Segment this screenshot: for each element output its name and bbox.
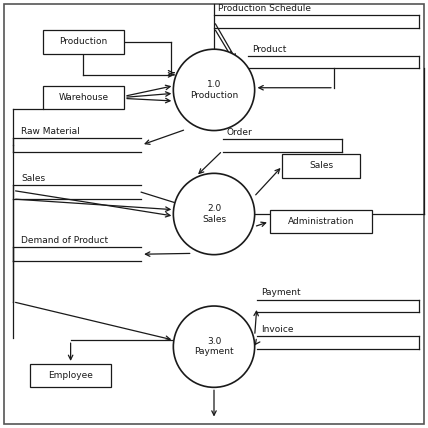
Text: Sales: Sales — [21, 174, 45, 183]
Text: Invoice: Invoice — [261, 325, 294, 334]
FancyBboxPatch shape — [43, 86, 124, 109]
FancyBboxPatch shape — [282, 154, 360, 178]
Text: Production Schedule: Production Schedule — [218, 4, 311, 13]
Circle shape — [173, 173, 255, 255]
Text: 1.0
Production: 1.0 Production — [190, 80, 238, 100]
Text: 3.0
Payment: 3.0 Payment — [194, 337, 234, 357]
Circle shape — [173, 306, 255, 387]
Text: Payment: Payment — [261, 288, 301, 297]
FancyBboxPatch shape — [43, 30, 124, 54]
Text: Warehouse: Warehouse — [58, 93, 109, 102]
Text: Administration: Administration — [288, 217, 354, 226]
FancyBboxPatch shape — [270, 210, 372, 233]
Text: 2.0
Sales: 2.0 Sales — [202, 204, 226, 224]
Text: Sales: Sales — [309, 161, 333, 170]
Text: Production: Production — [59, 37, 107, 46]
Text: Employee: Employee — [48, 371, 93, 380]
Text: Demand of Product: Demand of Product — [21, 236, 109, 245]
FancyBboxPatch shape — [30, 364, 111, 387]
Text: Product: Product — [253, 45, 287, 54]
Text: Raw Material: Raw Material — [21, 127, 80, 136]
Text: Order: Order — [227, 128, 253, 137]
Circle shape — [173, 49, 255, 131]
